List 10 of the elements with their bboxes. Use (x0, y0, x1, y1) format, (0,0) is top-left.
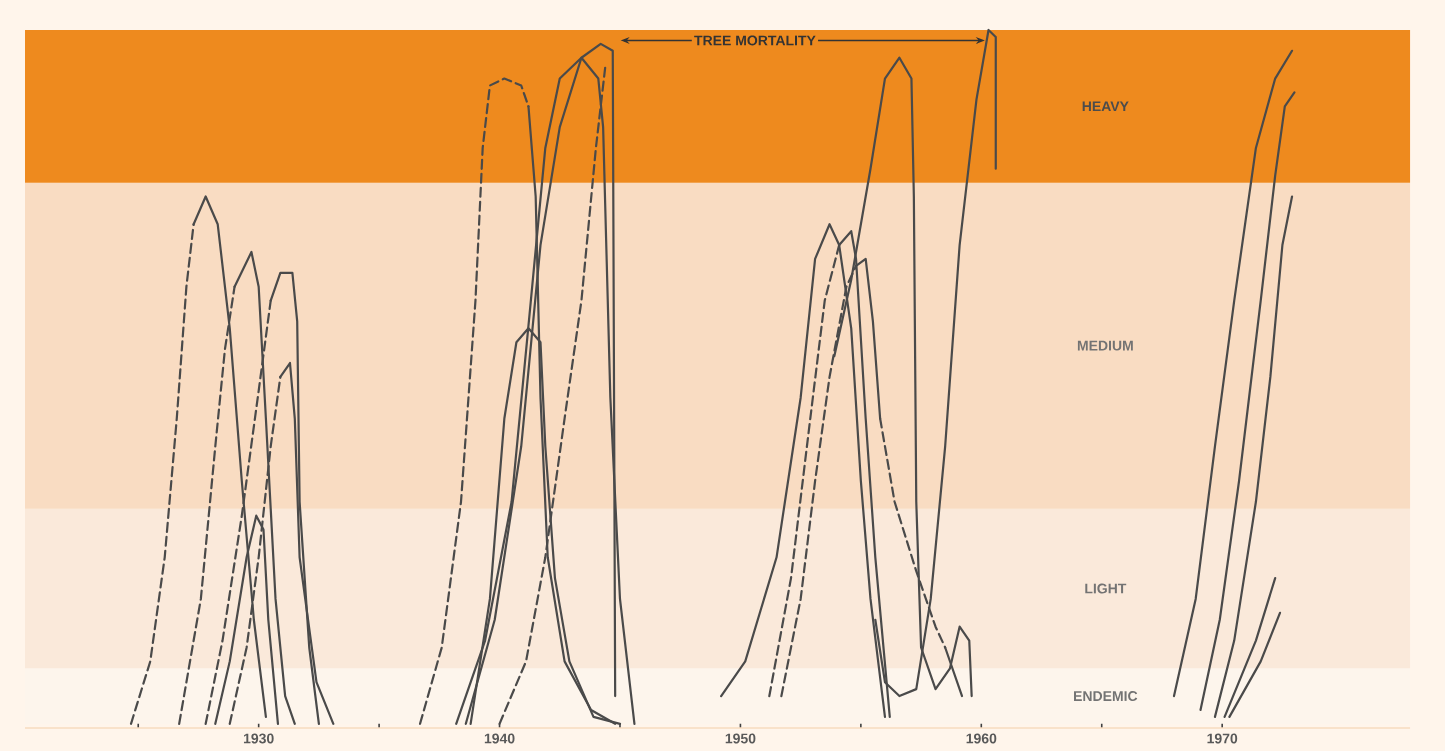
x-tick-label: 1940 (484, 733, 515, 744)
band-label: LIGHT (1085, 583, 1127, 594)
x-tick-label: 1970 (1207, 733, 1238, 744)
x-tick-label: 1960 (966, 733, 997, 744)
annotation: TREE MORTALITY (694, 35, 816, 46)
x-tick-label: 1950 (725, 733, 756, 744)
band-label: ENDEMIC (1074, 691, 1138, 702)
band-label: MEDIUM (1077, 340, 1133, 351)
band-label: HEAVY (1082, 101, 1129, 112)
x-tick-label: 1930 (243, 733, 274, 744)
